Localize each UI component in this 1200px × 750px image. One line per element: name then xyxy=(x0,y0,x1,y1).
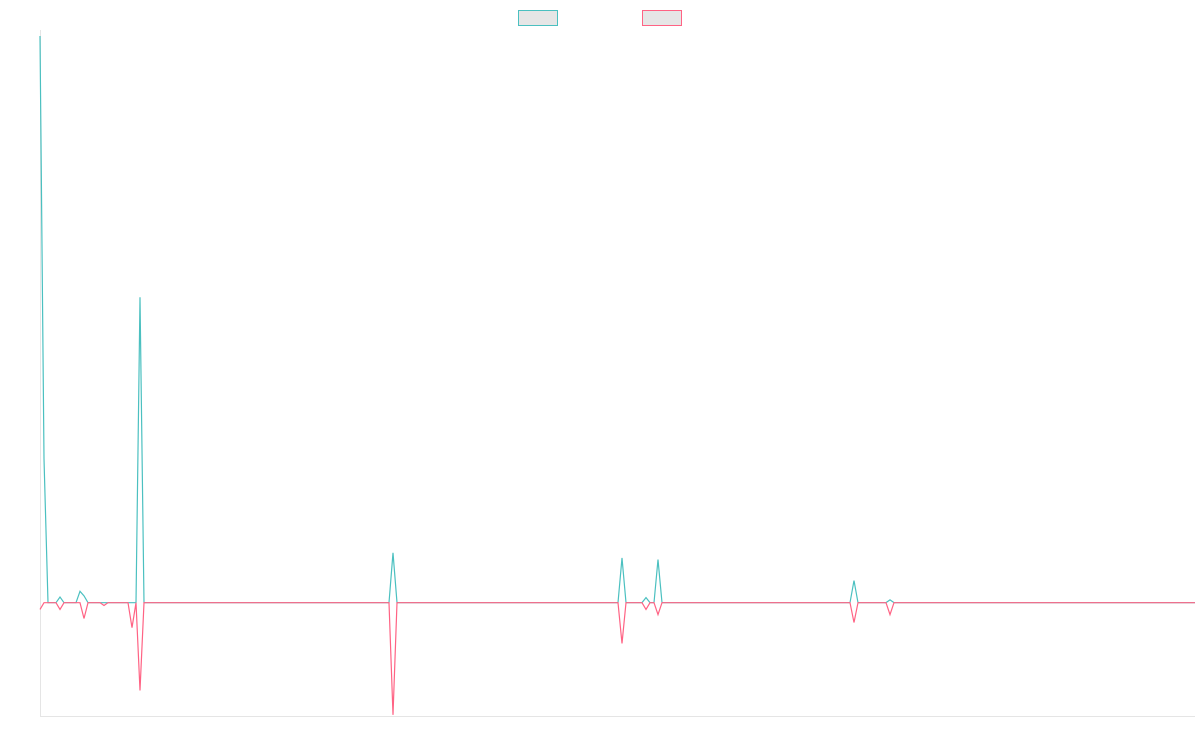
legend-swatch xyxy=(518,10,558,26)
series-line xyxy=(39,35,1195,604)
series-line xyxy=(39,602,1195,715)
legend-swatch xyxy=(642,10,682,26)
